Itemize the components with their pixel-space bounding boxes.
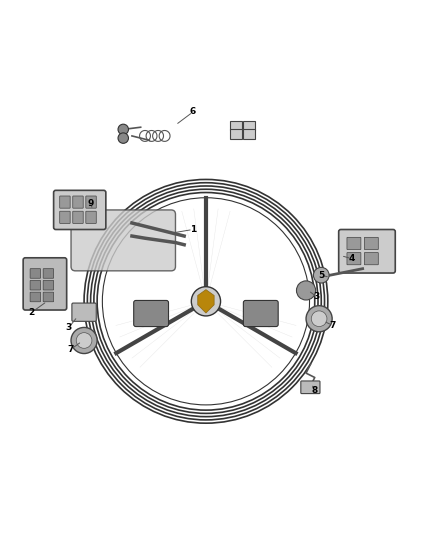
FancyBboxPatch shape: [60, 196, 70, 208]
Text: 3: 3: [66, 323, 72, 332]
FancyBboxPatch shape: [86, 211, 96, 223]
FancyBboxPatch shape: [23, 258, 67, 310]
FancyBboxPatch shape: [30, 269, 41, 278]
FancyBboxPatch shape: [347, 237, 361, 249]
Circle shape: [71, 327, 97, 353]
FancyBboxPatch shape: [134, 301, 169, 327]
FancyBboxPatch shape: [86, 196, 96, 208]
Text: 4: 4: [349, 254, 355, 263]
Text: 7: 7: [68, 345, 74, 354]
Circle shape: [191, 287, 221, 316]
FancyBboxPatch shape: [73, 196, 83, 208]
Polygon shape: [198, 289, 214, 313]
FancyBboxPatch shape: [339, 230, 395, 273]
FancyBboxPatch shape: [301, 381, 320, 393]
FancyBboxPatch shape: [72, 303, 96, 321]
FancyBboxPatch shape: [230, 130, 242, 139]
FancyBboxPatch shape: [71, 210, 176, 271]
FancyBboxPatch shape: [43, 280, 53, 290]
FancyBboxPatch shape: [364, 253, 378, 265]
FancyBboxPatch shape: [230, 120, 242, 130]
FancyBboxPatch shape: [30, 292, 41, 302]
Circle shape: [118, 133, 128, 143]
Text: 9: 9: [88, 199, 94, 208]
FancyBboxPatch shape: [53, 190, 106, 230]
Text: 1: 1: [190, 225, 196, 234]
FancyBboxPatch shape: [243, 120, 255, 130]
FancyBboxPatch shape: [244, 301, 278, 327]
FancyBboxPatch shape: [43, 292, 53, 302]
Circle shape: [76, 333, 92, 349]
FancyBboxPatch shape: [243, 130, 255, 139]
Text: 5: 5: [318, 271, 325, 280]
Text: 6: 6: [190, 108, 196, 117]
Circle shape: [297, 281, 316, 300]
FancyBboxPatch shape: [43, 269, 53, 278]
Circle shape: [118, 124, 128, 135]
Text: 7: 7: [329, 321, 336, 330]
FancyBboxPatch shape: [30, 280, 41, 290]
Circle shape: [306, 305, 332, 332]
FancyBboxPatch shape: [364, 237, 378, 249]
Text: 3: 3: [314, 293, 320, 302]
Circle shape: [314, 268, 329, 283]
FancyBboxPatch shape: [347, 253, 361, 265]
FancyBboxPatch shape: [60, 211, 70, 223]
Text: 8: 8: [311, 386, 318, 395]
Circle shape: [311, 311, 327, 327]
Text: 2: 2: [29, 308, 35, 317]
FancyBboxPatch shape: [73, 211, 83, 223]
